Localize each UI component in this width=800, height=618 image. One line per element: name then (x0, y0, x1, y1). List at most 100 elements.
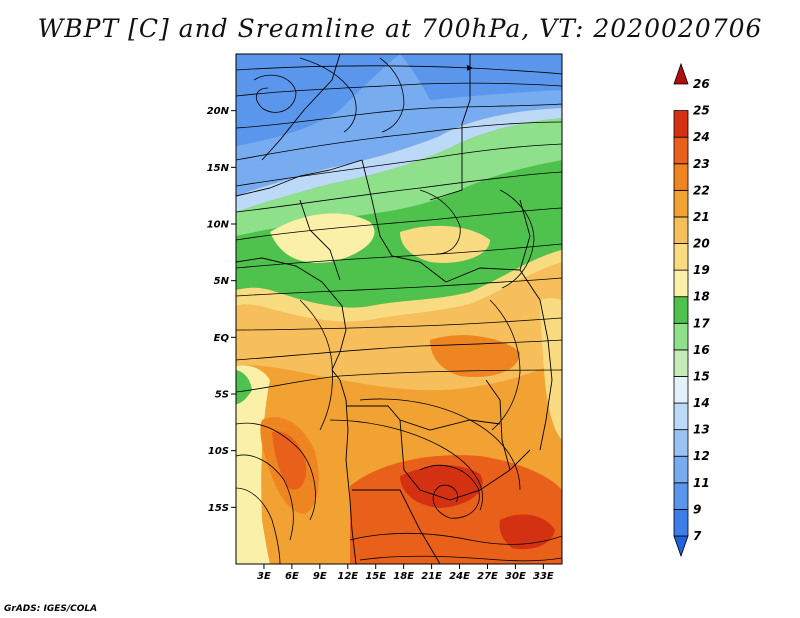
field-yellow-east (400, 225, 490, 263)
streamline (299, 57, 357, 133)
streamline (236, 121, 562, 161)
colorbar-box (673, 216, 689, 244)
lon-tick-label: 21E (421, 571, 442, 582)
colorbar-end-low (673, 535, 689, 558)
colorbar-box (673, 455, 689, 484)
streamline (236, 277, 562, 297)
colorbar: 7 9 11 12 13 14 15 16 17 18 19 20 21 22 23 24 25 26 (673, 62, 710, 558)
field-sw-green (236, 370, 252, 404)
colorbar-label: 16 (693, 343, 710, 357)
border-central-1 (361, 159, 447, 283)
colorbar-label: 14 (693, 396, 710, 410)
longitude-axis: 3E 6E 9E 12E 15E 18E 21E 24E 27E 30E 33E (257, 564, 554, 582)
streamline-vortex (419, 464, 480, 519)
colorbar-label: 18 (693, 290, 710, 304)
colorbar-box (673, 243, 689, 271)
field-east-orange (430, 335, 520, 377)
field-blue-dark (236, 54, 400, 146)
field-pale-band (236, 108, 562, 212)
lat-tick-label: 10S (208, 446, 229, 457)
southwest-coastline (339, 379, 357, 564)
colorbar-label: 9 (693, 502, 701, 516)
colorbar-box (673, 136, 689, 165)
lon-tick-label: 33E (533, 571, 554, 582)
lat-tick-label: 15S (208, 503, 229, 514)
colorbar-box (673, 402, 689, 431)
streamline (236, 64, 562, 75)
streamline (499, 189, 535, 289)
colorbar-box (673, 509, 689, 537)
colorbar-label: 17 (693, 316, 710, 330)
border-south-3 (352, 489, 441, 564)
lon-tick-label: 18E (393, 571, 414, 582)
border-lakes (485, 379, 511, 471)
colorbar-label: 11 (693, 476, 710, 490)
streamline (236, 207, 562, 241)
lon-tick-label: 12E (337, 571, 358, 582)
country-borders (236, 54, 553, 564)
colorbar-box (673, 349, 689, 377)
colorbar-label: 23 (693, 157, 710, 171)
streamline (236, 487, 281, 564)
lon-tick-label: 3E (257, 571, 271, 582)
streamline (236, 317, 562, 331)
lat-tick-label: 10N (207, 220, 230, 231)
latitude-axis: 20N 15N 10N 5N EQ 5S 10S 15S (207, 106, 236, 514)
streamline-vortex (253, 74, 297, 113)
streamline (236, 369, 562, 393)
streamline (236, 171, 562, 213)
streamline (236, 143, 562, 187)
colorbar-label: 12 (693, 449, 710, 463)
chart-title: WBPT [C] and Sreamline at 700hPa, VT: 20… (37, 14, 763, 43)
colorbar-label: 25 (693, 104, 710, 118)
colorbar-label: 15 (693, 369, 710, 383)
field-sw-yellow (236, 365, 270, 564)
border-west-1 (299, 199, 341, 281)
lat-tick-label: EQ (214, 333, 230, 344)
lon-tick-label: 9E (313, 571, 327, 582)
field-light-green (236, 118, 562, 236)
field-yellow-band (236, 250, 562, 322)
colorbar-box (673, 269, 689, 298)
border-central-2 (445, 267, 541, 301)
colorbar-box (673, 189, 689, 218)
west-coastline (236, 257, 347, 381)
colorbar-box (673, 296, 689, 324)
streamline (236, 103, 562, 129)
border-sahel (236, 159, 363, 197)
border-east-north (429, 54, 471, 201)
streamlines (236, 57, 562, 564)
colorbar-box (673, 110, 689, 138)
streamline (379, 57, 405, 133)
border-south-1 (346, 405, 501, 431)
wbpt-field (236, 54, 562, 564)
streamline (236, 339, 562, 361)
colorbar-box (673, 376, 689, 404)
colorbar-label: 20 (693, 237, 710, 251)
colorbar-label: 26 (693, 77, 710, 91)
colorbar-label: 21 (693, 210, 710, 224)
lon-tick-label: 30E (505, 571, 526, 582)
colorbar-box (673, 429, 689, 457)
border-northwest (261, 54, 341, 161)
colorbar-box (673, 163, 689, 191)
field-se-core (499, 514, 555, 550)
lon-tick-label: 15E (365, 571, 386, 582)
streamline (329, 419, 483, 511)
colorbar-end-high (673, 62, 689, 85)
colorbar-label: 22 (693, 183, 710, 197)
lat-tick-label: 20N (207, 106, 230, 117)
streamline (359, 398, 521, 491)
lat-tick-label: 5N (214, 276, 230, 287)
lon-tick-label: 27E (477, 571, 498, 582)
field-sw-core-inner (272, 431, 307, 490)
streamline (236, 454, 294, 541)
streamline (349, 532, 562, 545)
lon-tick-label: 24E (449, 571, 470, 582)
map-frame (235, 53, 563, 565)
streamline (299, 299, 333, 431)
lat-tick-label: 15N (207, 163, 230, 174)
colorbar-label: 7 (693, 529, 702, 543)
grads-credit: GrADS: IGES/COLA (4, 604, 98, 614)
